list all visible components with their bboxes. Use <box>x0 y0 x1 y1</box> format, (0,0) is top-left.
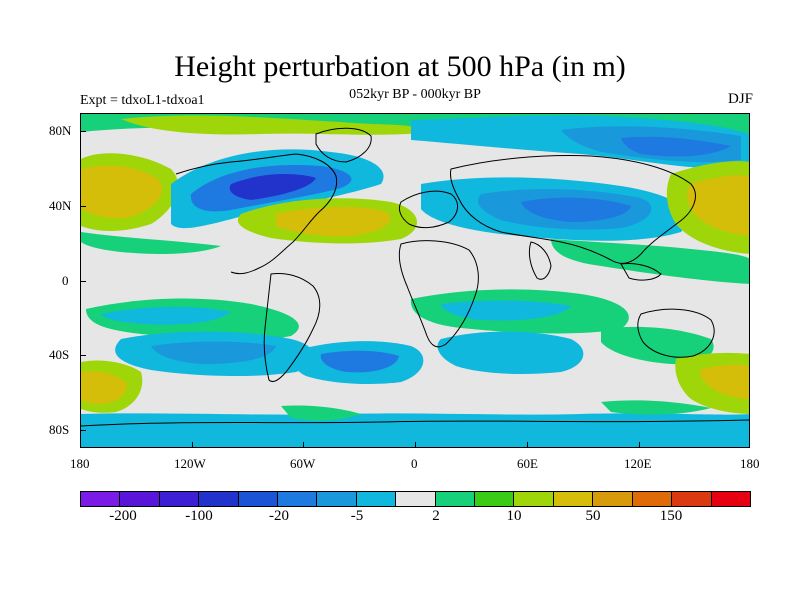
lat-tick-mark <box>80 355 86 356</box>
colorbar-swatch <box>356 492 397 506</box>
lat-tick-80s: 80S <box>49 422 70 437</box>
colorbar-swatch <box>435 492 476 506</box>
lat-tick-mark <box>80 281 86 282</box>
sh-positive-east-core <box>700 364 749 399</box>
colorbar-swatch <box>159 492 200 506</box>
map-panel <box>80 113 750 448</box>
colorbar-label: 10 <box>506 508 522 524</box>
pacific-positive-core <box>81 165 162 219</box>
colorbar-label: -20 <box>269 508 289 524</box>
lat-tick-0: 0 <box>62 273 69 288</box>
colorbar-swatch <box>593 492 633 506</box>
lon-tick-0: 0 <box>411 456 418 471</box>
sh-negative-south-pacific-core <box>151 341 276 364</box>
lon-tick-60w: 60W <box>290 456 316 471</box>
colorbar-swatch <box>475 492 515 506</box>
colorbar-label: 50 <box>585 508 601 524</box>
antarctic-green-patches <box>281 400 711 421</box>
colorbar-swatch <box>81 492 121 506</box>
na-negative-core <box>229 174 316 200</box>
colorbar-label: -200 <box>109 508 137 524</box>
asia-negative-core <box>521 197 631 222</box>
map-subtitle: 052kyr BP - 000kyr BP <box>349 87 481 102</box>
subtropic-green-pacific <box>81 232 221 254</box>
map-title: Height perturbation at 500 hPa (in m) <box>174 50 626 83</box>
lon-tick-mark <box>527 442 528 448</box>
sh-cyan-band-west <box>101 306 231 325</box>
colorbar-swatch <box>317 492 357 506</box>
subtropic-green-asia <box>551 239 749 284</box>
eurasia-negative-deep <box>621 136 731 157</box>
lon-tick-120e: 120E <box>624 456 652 471</box>
lon-tick-180e: 180 <box>740 456 760 471</box>
season-label: DJF <box>727 91 753 107</box>
lon-tick-mark <box>415 442 416 448</box>
colorbar-label: 2 <box>432 508 440 524</box>
colorbar-swatch <box>396 492 436 506</box>
colorbar-label: -5 <box>350 508 364 524</box>
sh-positive-west-core <box>81 371 127 404</box>
sh-cyan-indian <box>441 300 571 321</box>
lat-tick-mark <box>80 206 86 207</box>
sh-positive-indian-south <box>601 326 714 365</box>
lon-tick-mark <box>192 442 193 448</box>
lon-tick-mark <box>639 442 640 448</box>
lon-tick-60e: 60E <box>517 456 538 471</box>
arctic-band-lime <box>121 115 431 135</box>
lat-tick-40s: 40S <box>49 347 70 362</box>
experiment-label: Expt = tdxoL1-tdxoa1 <box>80 93 205 108</box>
sh-negative-atlantic-core <box>320 350 399 373</box>
wpacific-positive-core <box>687 175 749 236</box>
colorbar-swatch <box>632 492 673 506</box>
colorbar-swatch <box>514 492 554 506</box>
lat-tick-80n: 80N <box>49 123 72 138</box>
coastlines <box>81 127 749 427</box>
colorbar <box>80 491 751 507</box>
colorbar-label: -100 <box>185 508 213 524</box>
colorbar-swatch <box>199 492 239 506</box>
lon-tick-180w: 180 <box>70 456 90 471</box>
colorbar-swatch <box>711 492 750 506</box>
lat-tick-mark <box>80 430 86 431</box>
lat-tick-mark <box>80 131 86 132</box>
colorbar-swatch <box>553 492 594 506</box>
height-perturbation-map <box>81 114 749 447</box>
sh-negative-indian <box>437 331 584 374</box>
neutral-background <box>81 114 749 447</box>
lat-tick-40n: 40N <box>49 198 72 213</box>
colorbar-swatch <box>238 492 279 506</box>
colorbar-swatch <box>672 492 712 506</box>
colorbar-swatch <box>278 492 318 506</box>
lon-tick-120w: 120W <box>174 456 206 471</box>
colorbar-label: 150 <box>659 508 683 524</box>
lon-tick-mark <box>303 442 304 448</box>
colorbar-swatch <box>120 492 160 506</box>
